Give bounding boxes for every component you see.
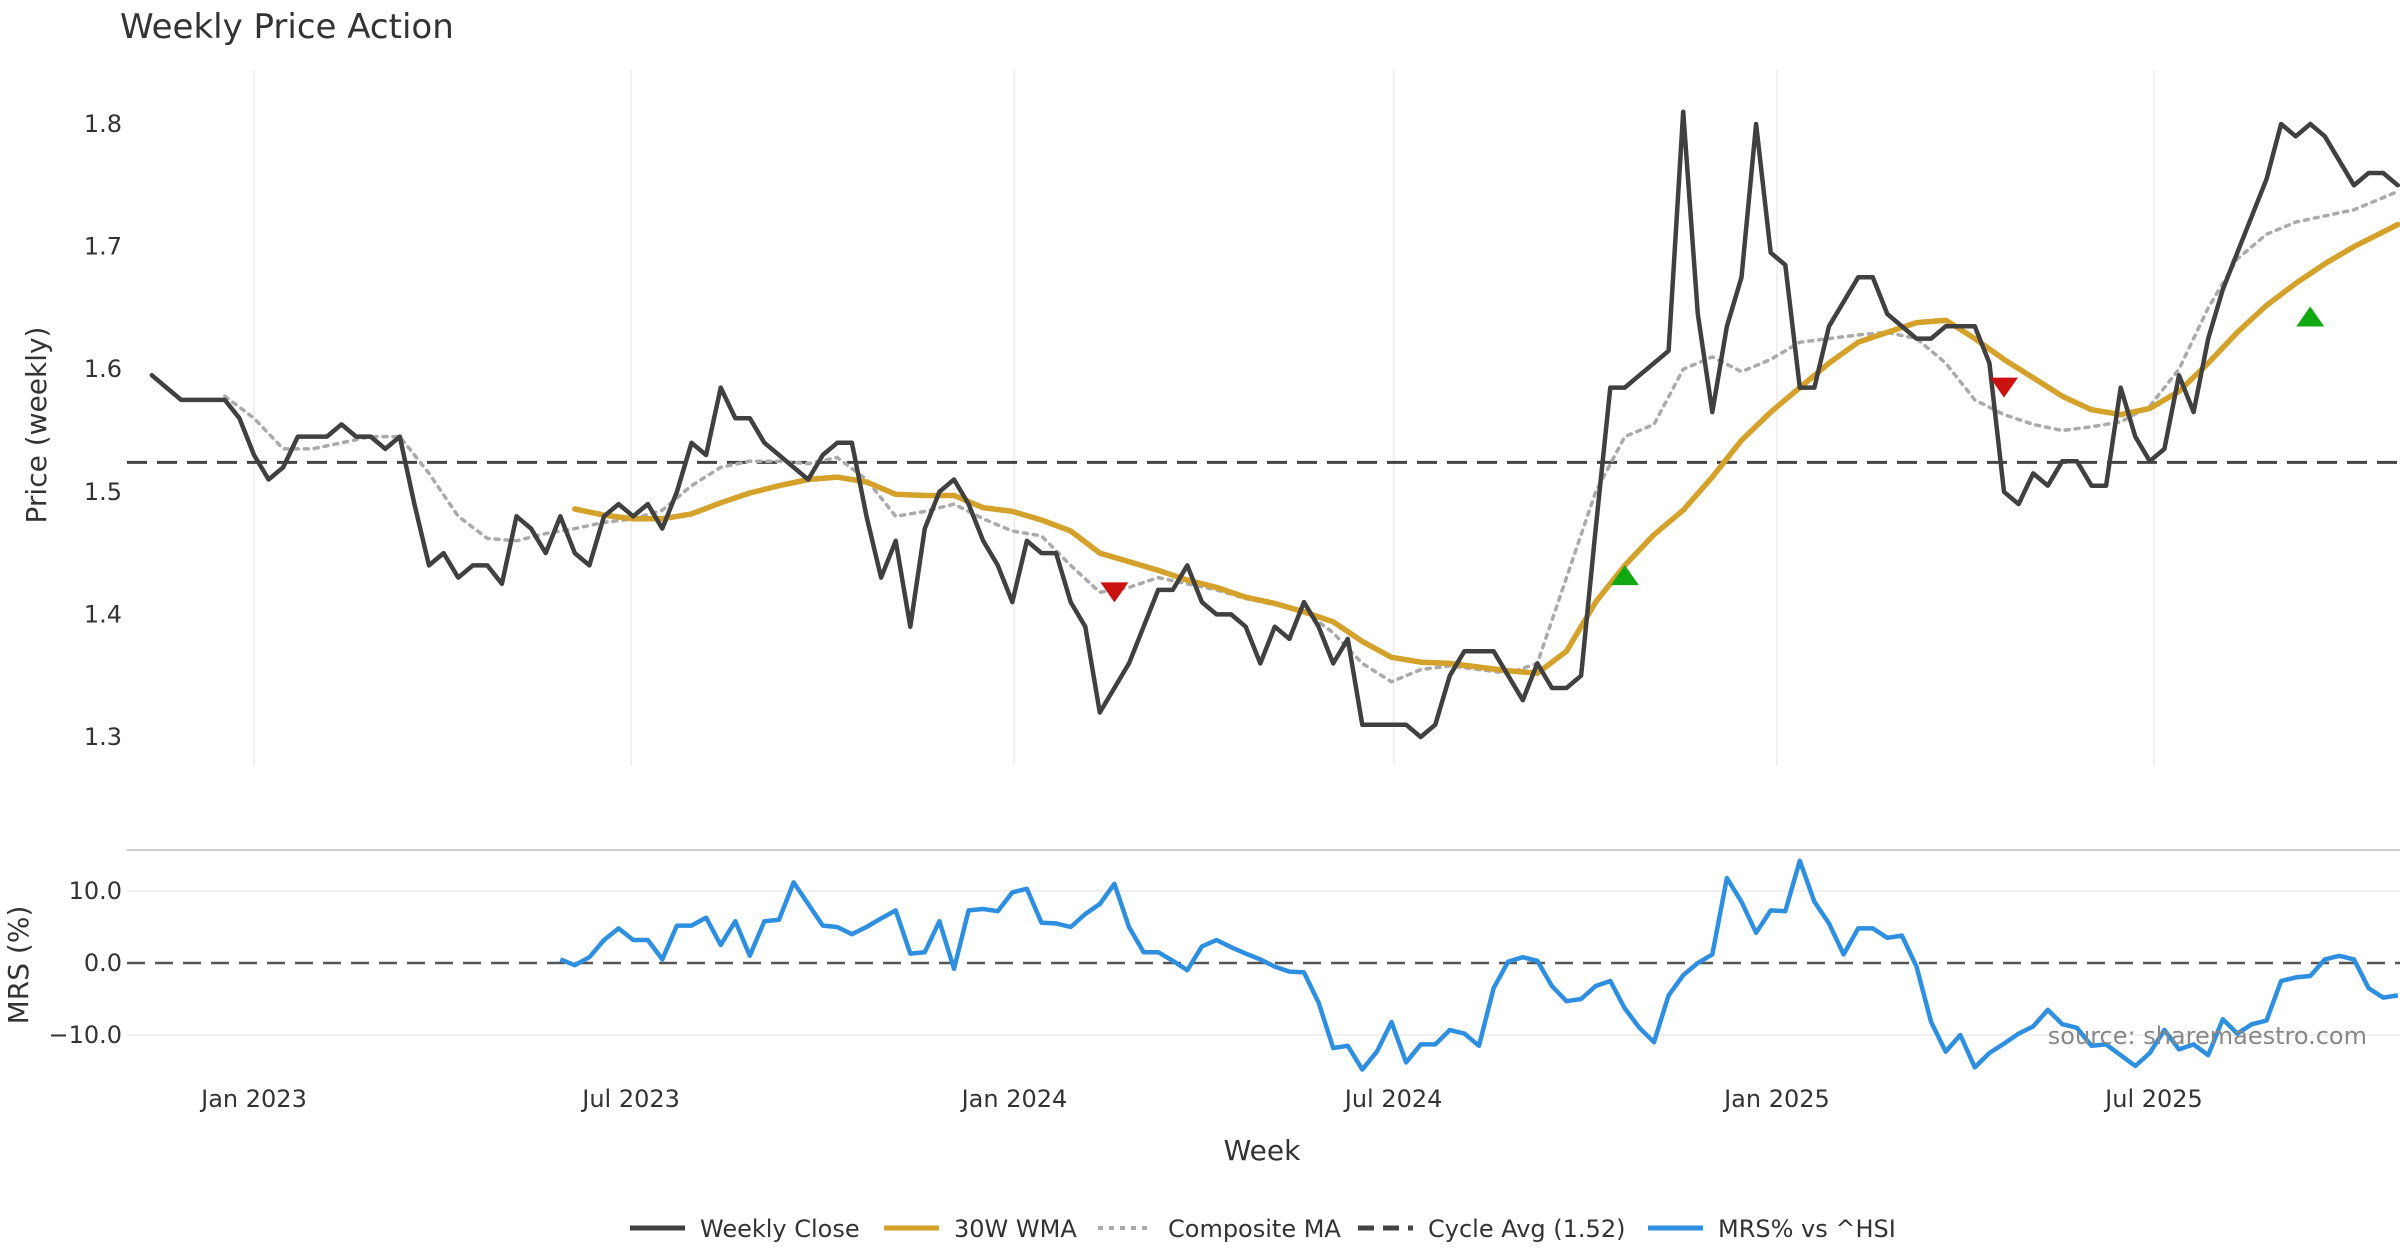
x-axis-label: Week: [1224, 1134, 1301, 1167]
mrs-y-tick-label: −10.0: [48, 1021, 122, 1049]
sell-signal-marker: [1990, 377, 2018, 398]
price-y-tick-label: 1.6: [84, 355, 122, 383]
mrs-y-tick-label: 0.0: [84, 949, 122, 977]
legend-label: 30W WMA: [954, 1215, 1077, 1243]
buy-signal-marker: [1610, 565, 1639, 586]
x-tick-label: Jan 2023: [199, 1085, 307, 1113]
legend-label: Composite MA: [1168, 1215, 1341, 1243]
tick-labels: Jan 2023 Jul 2023 Jan 2024 Jul 2024 Jan 2025…: [48, 110, 2202, 1113]
mrs-y-axis-label: MRS (%): [2, 906, 35, 1025]
composite-ma-line: [223, 189, 2400, 684]
grid-layer: [127, 70, 2400, 1036]
legend-label: Weekly Close: [700, 1215, 860, 1243]
chart-title: Weekly Price Action: [120, 7, 454, 47]
x-tick-label: Jul 2024: [1343, 1085, 1443, 1113]
buy-signal-marker: [2296, 306, 2325, 327]
legend-label: Cycle Avg (1.52): [1428, 1215, 1625, 1243]
x-tick-label: Jan 2024: [960, 1085, 1068, 1113]
x-tick-label: Jul 2025: [2103, 1085, 2203, 1113]
price-y-axis-label: Price (weekly): [20, 327, 53, 524]
price-y-tick-label: 1.5: [84, 478, 122, 506]
x-tick-label: Jul 2023: [580, 1085, 680, 1113]
mrs-y-tick-label: 10.0: [69, 877, 122, 905]
price-y-tick-label: 1.8: [84, 110, 122, 138]
weekly-close-line: [149, 109, 2400, 740]
legend: Weekly Close 30W WMA Composite MA Cycle Avg…: [630, 1215, 1896, 1243]
mrs-line: [559, 858, 2399, 1072]
price-y-tick-label: 1.7: [84, 233, 122, 261]
legend-label: MRS% vs ^HSI: [1718, 1215, 1896, 1243]
x-tick-label: Jan 2025: [1722, 1085, 1830, 1113]
mrs-panel: [127, 858, 2400, 1072]
price-y-tick-label: 1.4: [84, 600, 122, 628]
price-panel: [127, 109, 2400, 740]
wma-30w-line: [572, 221, 2400, 676]
price-y-tick-label: 1.3: [84, 723, 122, 751]
source-note: source: sharemaestro.com: [2048, 1022, 2367, 1050]
sell-signal-marker: [1100, 582, 1129, 603]
